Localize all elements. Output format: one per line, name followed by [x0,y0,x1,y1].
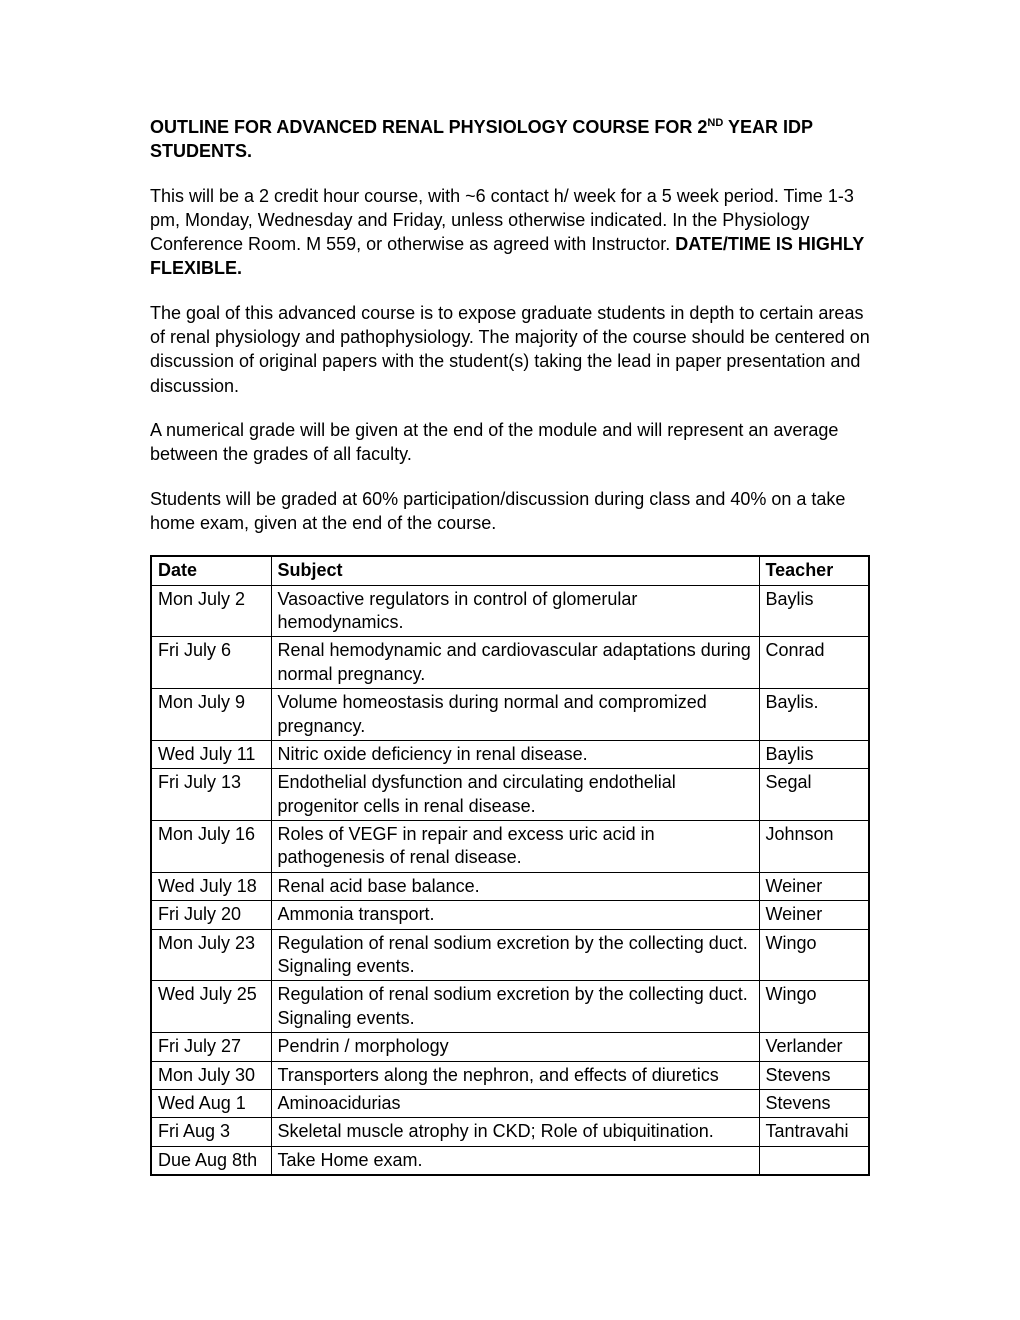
cell-subject: Regulation of renal sodium excretion by … [271,981,759,1033]
table-row: Due Aug 8th Take Home exam. [151,1146,869,1175]
table-row: Mon July 23 Regulation of renal sodium e… [151,929,869,981]
title-pre: OUTLINE FOR ADVANCED RENAL PHYSIOLOGY CO… [150,117,707,137]
cell-date: Wed July 18 [151,872,271,900]
cell-teacher [759,1146,869,1175]
cell-subject: Regulation of renal sodium excretion by … [271,929,759,981]
header-subject: Subject [271,556,759,585]
cell-teacher: Segal [759,769,869,821]
cell-date: Wed July 25 [151,981,271,1033]
cell-subject: Transporters along the nephron, and effe… [271,1061,759,1089]
cell-date: Fri July 13 [151,769,271,821]
table-row: Fri Aug 3 Skeletal muscle atrophy in CKD… [151,1118,869,1146]
table-row: Mon July 2 Vasoactive regulators in cont… [151,585,869,637]
paragraph-schedule-info: This will be a 2 credit hour course, wit… [150,184,870,281]
cell-date: Mon July 23 [151,929,271,981]
table-header-row: Date Subject Teacher [151,556,869,585]
cell-subject: Pendrin / morphology [271,1033,759,1061]
table-row: Fri July 6 Renal hemodynamic and cardiov… [151,637,869,689]
cell-subject: Renal acid base balance. [271,872,759,900]
cell-date: Mon July 16 [151,821,271,873]
cell-teacher: Wingo [759,981,869,1033]
cell-teacher: Baylis. [759,689,869,741]
cell-date: Mon July 9 [151,689,271,741]
table-body: Mon July 2 Vasoactive regulators in cont… [151,585,869,1175]
cell-subject: Renal hemodynamic and cardiovascular ada… [271,637,759,689]
table-row: Mon July 9 Volume homeostasis during nor… [151,689,869,741]
table-row: Fri July 27 Pendrin / morphology Verland… [151,1033,869,1061]
table-row: Wed July 18 Renal acid base balance. Wei… [151,872,869,900]
paragraph-course-goal: The goal of this advanced course is to e… [150,301,870,398]
table-row: Fri July 20 Ammonia transport. Weiner [151,901,869,929]
cell-date: Mon July 30 [151,1061,271,1089]
page-container: OUTLINE FOR ADVANCED RENAL PHYSIOLOGY CO… [0,0,1020,1320]
header-date: Date [151,556,271,585]
cell-teacher: Stevens [759,1061,869,1089]
cell-date: Fri July 6 [151,637,271,689]
paragraph-grading-breakdown: Students will be graded at 60% participa… [150,487,870,536]
header-teacher: Teacher [759,556,869,585]
cell-date: Fri July 27 [151,1033,271,1061]
paragraph-grading-average: A numerical grade will be given at the e… [150,418,870,467]
table-row: Wed Aug 1 Aminoacidurias Stevens [151,1089,869,1117]
cell-teacher: Weiner [759,872,869,900]
cell-teacher: Tantravahi [759,1118,869,1146]
cell-subject: Skeletal muscle atrophy in CKD; Role of … [271,1118,759,1146]
cell-subject: Endothelial dysfunction and circulating … [271,769,759,821]
cell-subject: Ammonia transport. [271,901,759,929]
schedule-table: Date Subject Teacher Mon July 2 Vasoacti… [150,555,870,1176]
cell-subject: Volume homeostasis during normal and com… [271,689,759,741]
cell-date: Wed Aug 1 [151,1089,271,1117]
table-row: Wed July 11 Nitric oxide deficiency in r… [151,740,869,768]
cell-teacher: Baylis [759,740,869,768]
cell-subject: Vasoactive regulators in control of glom… [271,585,759,637]
cell-subject: Roles of VEGF in repair and excess uric … [271,821,759,873]
title-superscript: ND [707,117,723,129]
cell-teacher: Verlander [759,1033,869,1061]
cell-date: Fri July 20 [151,901,271,929]
cell-date: Wed July 11 [151,740,271,768]
cell-teacher: Stevens [759,1089,869,1117]
cell-teacher: Baylis [759,585,869,637]
table-row: Wed July 25 Regulation of renal sodium e… [151,981,869,1033]
cell-subject: Aminoacidurias [271,1089,759,1117]
table-row: Mon July 30 Transporters along the nephr… [151,1061,869,1089]
cell-date: Mon July 2 [151,585,271,637]
cell-teacher: Weiner [759,901,869,929]
document-title: OUTLINE FOR ADVANCED RENAL PHYSIOLOGY CO… [150,115,870,164]
cell-subject: Take Home exam. [271,1146,759,1175]
table-row: Mon July 16 Roles of VEGF in repair and … [151,821,869,873]
cell-date: Due Aug 8th [151,1146,271,1175]
cell-teacher: Conrad [759,637,869,689]
cell-teacher: Johnson [759,821,869,873]
cell-subject: Nitric oxide deficiency in renal disease… [271,740,759,768]
cell-teacher: Wingo [759,929,869,981]
cell-date: Fri Aug 3 [151,1118,271,1146]
table-row: Fri July 13 Endothelial dysfunction and … [151,769,869,821]
